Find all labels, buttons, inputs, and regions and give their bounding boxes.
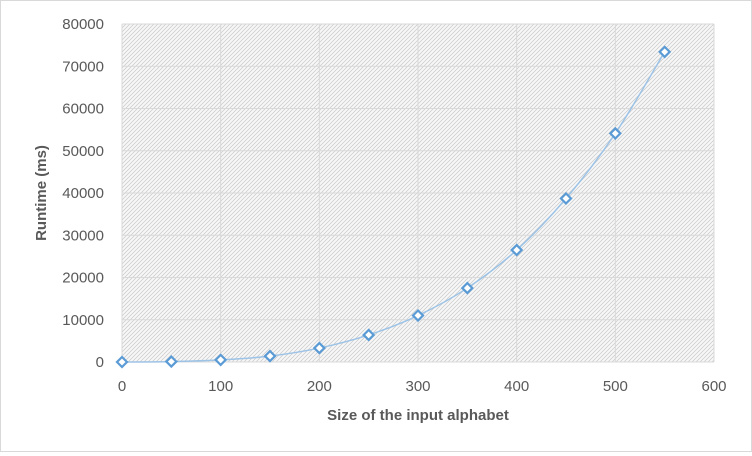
y-axis-ticks: 0 10000 20000 30000 40000 50000 60000 70000 8000… [62,16,104,371]
x-axis-title: Size of the input alphabet [327,407,509,424]
y-tick-label: 40000 [62,185,104,202]
y-tick-label: 80000 [62,16,104,33]
data-point [658,45,672,59]
y-tick-label: 0 [96,354,104,371]
x-tick-label: 600 [701,378,726,395]
y-tick-label: 50000 [62,143,104,160]
data-point [312,341,326,355]
data-point [214,353,228,367]
y-axis-title: Runtime (ms) [33,145,50,241]
data-point [263,349,277,363]
data-points [115,45,672,369]
x-tick-label: 300 [405,378,430,395]
x-tick-label: 0 [118,378,126,395]
y-tick-label: 10000 [62,312,104,329]
data-point [559,191,573,206]
x-tick-label: 500 [603,378,628,395]
x-tick-label: 100 [208,378,233,395]
y-tick-label: 60000 [62,101,104,118]
x-tick-label: 400 [504,378,529,395]
x-tick-label: 200 [307,378,332,395]
data-point [411,308,425,323]
x-axis-ticks: 0 100 200 300 400 500 600 [118,378,727,395]
y-tick-label: 70000 [62,58,104,75]
y-tick-label: 30000 [62,227,104,244]
data-point [460,281,474,295]
data-point [608,126,622,140]
data-point [510,243,524,257]
data-point [362,328,376,342]
data-point [164,355,178,369]
y-tick-label: 20000 [62,270,104,287]
data-point [115,355,129,369]
